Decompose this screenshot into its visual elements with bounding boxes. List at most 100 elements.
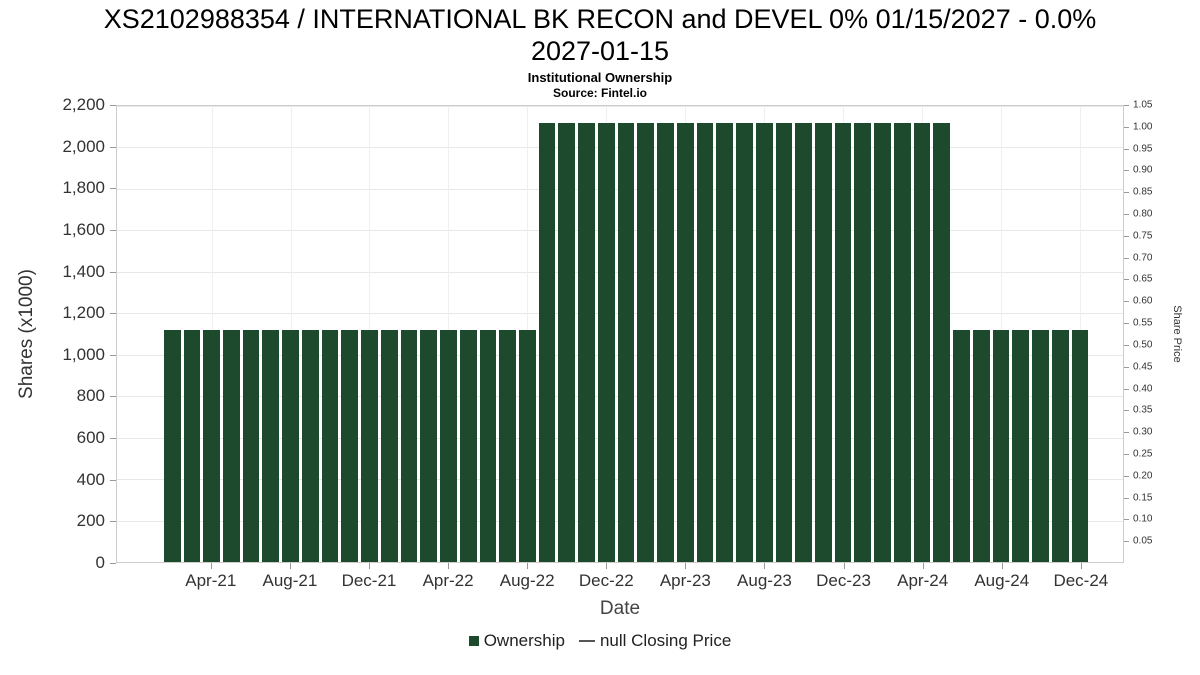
bar[interactable] (755, 122, 773, 562)
bar[interactable] (558, 122, 576, 562)
y-axis-tick-label: 1,000 (62, 344, 105, 364)
y-axis-tick-label: 1,200 (62, 303, 105, 323)
bar[interactable] (696, 122, 714, 562)
y2-axis-tick-label: 0.90 (1133, 164, 1153, 176)
y-axis-tick-label: 0 (95, 553, 105, 572)
bar[interactable] (420, 329, 438, 562)
bar-slot (695, 106, 715, 562)
y2-axis-tick-mark (1124, 301, 1129, 303)
y2-axis-tick-mark (1124, 497, 1129, 499)
bar[interactable] (775, 122, 793, 562)
bar[interactable] (933, 122, 951, 562)
bar-slot (656, 106, 676, 562)
bar[interactable] (1032, 329, 1049, 562)
bar[interactable] (972, 329, 990, 562)
bar[interactable] (637, 122, 655, 562)
bar-slot (814, 106, 834, 562)
bar[interactable] (1071, 329, 1089, 562)
y-axis-tick-mark (110, 479, 116, 481)
legend-item-closing-price-label: null Closing Price (599, 631, 732, 650)
bar-slot (991, 106, 1011, 562)
y2-axis-tick-mark (1124, 235, 1129, 237)
bar-slot (419, 106, 439, 562)
bar[interactable] (992, 329, 1010, 562)
legend-item-ownership[interactable]: Ownership (468, 631, 565, 651)
legend-item-ownership-label: Ownership (483, 631, 565, 650)
bar[interactable] (736, 122, 753, 562)
ownership-swatch-icon (468, 636, 479, 646)
bar[interactable] (361, 329, 378, 562)
y2-axis-tick-mark (1124, 344, 1129, 346)
bar[interactable] (518, 329, 536, 562)
bar-slot (715, 106, 735, 562)
bar-slot (971, 106, 991, 562)
chart-source: Source: Fintel.io (552, 86, 647, 100)
bar[interactable] (676, 122, 694, 562)
bar[interactable] (262, 329, 280, 562)
bar[interactable] (341, 329, 359, 562)
bar[interactable] (479, 329, 497, 562)
bar[interactable] (815, 122, 832, 562)
bar-slot (439, 106, 459, 562)
bar[interactable] (282, 329, 299, 562)
bar-slot (932, 106, 952, 562)
bar[interactable] (400, 329, 418, 562)
y2-axis-tick-label: 0.55 (1133, 317, 1153, 329)
plot-area (116, 105, 1124, 563)
bar[interactable] (163, 329, 181, 562)
bar[interactable] (617, 122, 635, 562)
bar[interactable] (893, 122, 911, 562)
bar-slot (162, 106, 182, 562)
y-axis-tick-label: 200 (76, 511, 105, 531)
bar-slot (596, 106, 616, 562)
bar[interactable] (440, 329, 457, 562)
x-axis-tick-mark (368, 563, 370, 569)
bar-slot (675, 106, 695, 562)
bar[interactable] (242, 329, 260, 562)
bar[interactable] (499, 329, 516, 562)
bar[interactable] (578, 122, 595, 562)
x-axis-tick-label: Apr-21 (185, 571, 237, 590)
bar[interactable] (597, 122, 615, 562)
bar[interactable] (203, 329, 220, 562)
y-axis-tick-mark (110, 438, 116, 440)
y2-axis-tick-label: 0.45 (1133, 361, 1153, 373)
y2-axis-tick-label: 0.70 (1133, 252, 1153, 264)
bar[interactable] (795, 122, 812, 562)
y-axis-tick-label: 1,600 (62, 219, 105, 239)
y-axis-tick-mark (110, 563, 116, 564)
y-axis-tick-mark (110, 105, 116, 106)
bar[interactable] (716, 122, 734, 562)
bar[interactable] (183, 329, 201, 562)
x-axis-tick-mark (922, 563, 924, 569)
bar[interactable] (301, 329, 319, 562)
bar-slot (281, 106, 301, 562)
bar[interactable] (854, 122, 872, 562)
bar[interactable] (321, 329, 339, 562)
bar[interactable] (380, 329, 398, 562)
y2-axis-tick-mark (1124, 279, 1129, 281)
bar-slot (300, 106, 320, 562)
y2-axis-tick-mark (1124, 432, 1129, 434)
y2-axis-tick-mark (1124, 410, 1129, 412)
y2-axis-tick-label: 0.80 (1133, 208, 1153, 220)
bar[interactable] (459, 329, 477, 562)
bar-slot (1070, 106, 1090, 562)
x-axis-tick-mark (1001, 563, 1003, 569)
y2-axis-tick-label: 0.85 (1133, 186, 1153, 198)
bar[interactable] (657, 122, 674, 562)
bar[interactable] (1051, 329, 1069, 562)
y2-axis-tick-label: 0.50 (1133, 339, 1153, 351)
bar[interactable] (913, 122, 931, 562)
y2-axis-tick-mark (1124, 105, 1129, 106)
bar[interactable] (874, 122, 891, 562)
bar[interactable] (953, 329, 970, 562)
bar[interactable] (1012, 329, 1030, 562)
bar[interactable] (222, 329, 240, 562)
x-axis-tick-mark (764, 563, 766, 569)
bar[interactable] (538, 122, 556, 562)
legend-item-closing-price[interactable]: null Closing Price (578, 631, 732, 651)
y2-axis-tick-label: 0.05 (1133, 535, 1153, 547)
y-axis-tick-mark (110, 313, 116, 315)
bar[interactable] (834, 122, 852, 562)
